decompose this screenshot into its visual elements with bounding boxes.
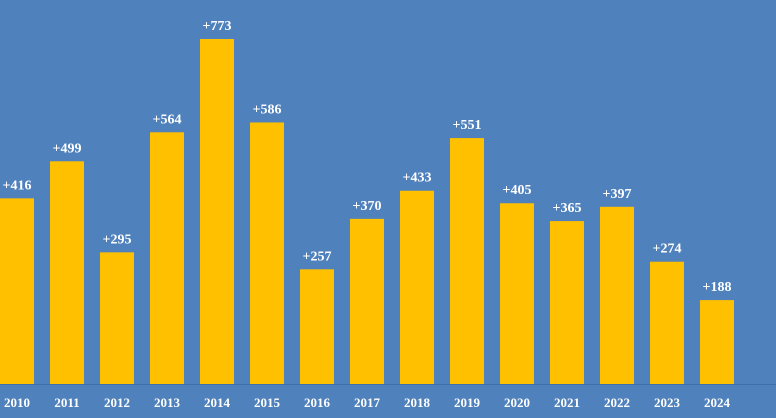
data-label-2014: +773 bbox=[203, 19, 232, 34]
data-label-2022: +397 bbox=[603, 187, 632, 202]
data-label-2010: +416 bbox=[3, 178, 32, 193]
data-label-2017: +370 bbox=[353, 199, 382, 214]
bar-2024 bbox=[700, 300, 734, 384]
x-tick-label-2023: 2023 bbox=[654, 395, 681, 410]
x-tick-label-2018: 2018 bbox=[404, 395, 431, 410]
bar-2010 bbox=[0, 198, 34, 384]
bar-2016 bbox=[300, 269, 334, 384]
bar-2017 bbox=[350, 218, 384, 384]
x-tick-label-2010: 2010 bbox=[4, 395, 30, 410]
bar-2015 bbox=[250, 122, 284, 384]
data-label-2021: +365 bbox=[553, 201, 582, 216]
x-tick-label-2022: 2022 bbox=[604, 395, 630, 410]
x-tick-label-2021: 2021 bbox=[554, 395, 580, 410]
x-tick-label-2012: 2012 bbox=[104, 395, 130, 410]
data-label-2020: +405 bbox=[503, 183, 532, 198]
bar-2012 bbox=[100, 252, 134, 384]
data-label-2013: +564 bbox=[153, 112, 182, 127]
bar-2011 bbox=[50, 161, 84, 384]
x-tick-label-2011: 2011 bbox=[54, 395, 79, 410]
data-label-2015: +586 bbox=[253, 102, 282, 117]
data-label-2018: +433 bbox=[403, 171, 432, 186]
x-tick-label-2014: 2014 bbox=[204, 395, 231, 410]
x-tick-label-2017: 2017 bbox=[354, 395, 381, 410]
x-tick-label-2020: 2020 bbox=[504, 395, 530, 410]
data-label-2011: +499 bbox=[53, 141, 82, 156]
data-label-2024: +188 bbox=[703, 280, 732, 295]
x-tick-label-2013: 2013 bbox=[154, 395, 181, 410]
bar-2018 bbox=[400, 190, 434, 384]
data-label-2012: +295 bbox=[103, 232, 132, 247]
data-label-2019: +551 bbox=[453, 118, 482, 133]
data-label-2023: +274 bbox=[653, 242, 682, 257]
x-tick-label-2024: 2024 bbox=[704, 395, 731, 410]
bar-2023 bbox=[650, 261, 684, 384]
bar-2020 bbox=[500, 203, 534, 384]
bar-2021 bbox=[550, 221, 584, 384]
x-tick-label-2015: 2015 bbox=[254, 395, 281, 410]
data-label-2016: +257 bbox=[303, 249, 332, 264]
bar-2013 bbox=[150, 132, 184, 384]
bar-2019 bbox=[450, 138, 484, 384]
bar-2022 bbox=[600, 206, 634, 384]
x-tick-label-2016: 2016 bbox=[304, 395, 331, 410]
x-tick-labels-group: 2010 2011 2012 2013 2014 2015 2016 2017 2018 2019… bbox=[4, 395, 731, 410]
bars-group bbox=[0, 39, 734, 384]
x-tick-label-2019: 2019 bbox=[454, 395, 481, 410]
data-labels-group: +416 +499 +295 +564 +773 +586 +257 +370 +433 +551… bbox=[3, 19, 732, 295]
bar-2014 bbox=[200, 39, 234, 384]
